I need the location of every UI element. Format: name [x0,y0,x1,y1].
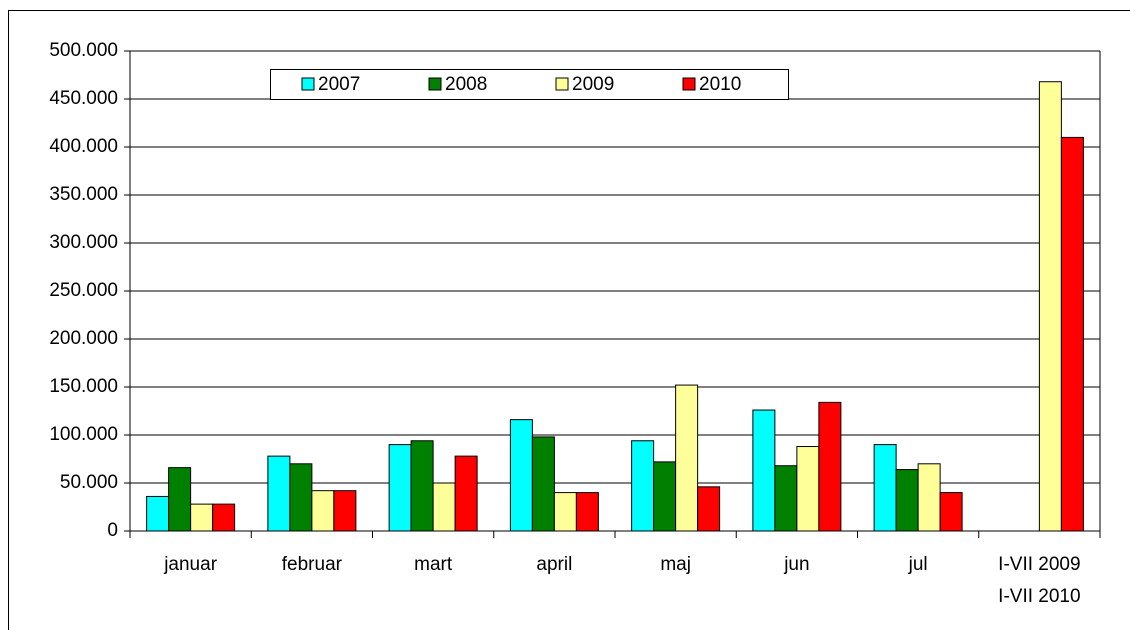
bar [1038,81,1062,532]
x-tick-label: mart [414,554,453,575]
x-tick-label: februar [282,554,343,575]
bar [146,495,170,532]
bar [454,455,478,532]
legend-label: 2008 [445,74,487,95]
y-tick-label: 350.000 [49,184,118,205]
bar [410,440,434,532]
bar [190,503,214,532]
y-tick-label: 450.000 [49,88,118,109]
bar [212,503,236,532]
legend-label: 2007 [318,74,360,95]
bar [531,436,555,532]
bar [697,486,721,532]
bar [752,409,776,532]
bar [575,492,599,532]
bar [432,482,456,532]
legend-label: 2010 [699,74,741,95]
bar [553,492,577,532]
bar [388,444,412,532]
y-tick-label: 50.000 [60,472,118,493]
legend-swatch [555,77,569,91]
bar [311,490,335,532]
legend-swatch [682,77,696,91]
bar [653,461,677,532]
bar [796,446,820,532]
legend-swatch [428,77,442,91]
bar [333,490,357,532]
frame [8,10,1130,630]
y-tick-label: 150.000 [49,376,118,397]
bar [168,467,192,532]
x-tick-label: jun [783,554,809,575]
y-tick-label: 400.000 [49,136,118,157]
bar [895,469,919,532]
bar [818,401,842,532]
y-tick-label: 300.000 [49,232,118,253]
y-tick-label: 0 [107,520,118,541]
legend-box [270,69,789,100]
bar [267,455,291,532]
bar [509,419,533,532]
bar [774,465,798,532]
legend-label: 2009 [572,74,614,95]
bar [917,463,941,532]
x-tick-label: april [536,554,572,575]
bar [873,444,897,532]
x-tick-label: januar [163,554,217,575]
x-tick-label: maj [660,554,691,575]
bar [675,384,699,532]
y-tick-label: 500.000 [49,40,118,61]
x-tick-label: jul [908,554,928,575]
x-tick-label: I-VII 2009 I-VII 2010 [998,554,1080,607]
bar [1060,136,1084,532]
bar [939,492,963,532]
bar [289,463,313,532]
y-tick-label: 100.000 [49,424,118,445]
legend-swatch [301,77,315,91]
bar [631,440,655,532]
y-tick-label: 250.000 [49,280,118,301]
y-tick-label: 200.000 [49,328,118,349]
